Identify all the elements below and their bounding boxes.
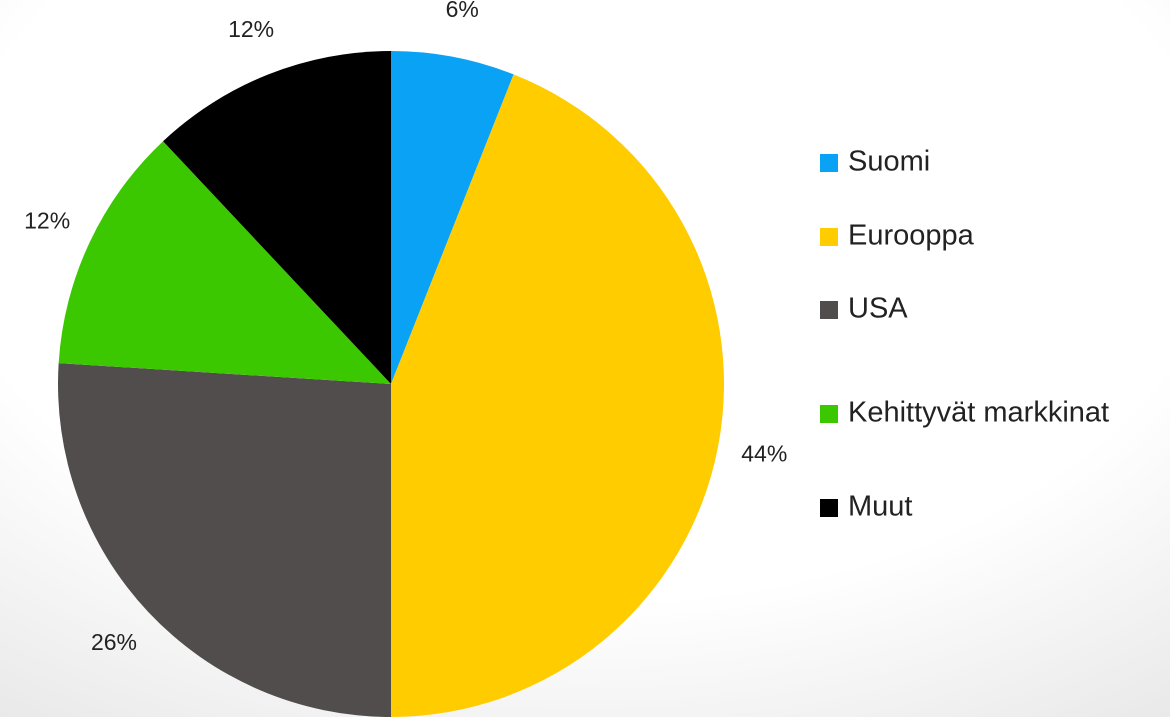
- legend-swatch: [820, 499, 838, 517]
- legend-label: Muut: [848, 491, 912, 523]
- data-label: 12%: [24, 207, 70, 233]
- data-label: 6%: [446, 0, 479, 22]
- legend-label: Suomi: [848, 146, 930, 178]
- data-label: 26%: [91, 629, 137, 655]
- pie-slice: [391, 74, 724, 717]
- legend-label: Eurooppa: [848, 220, 975, 252]
- pie-slice: [163, 51, 391, 384]
- pie-slice: [391, 51, 514, 384]
- legend-label: Kehittyvät markkinat: [848, 397, 1109, 429]
- legend-label: USA: [848, 293, 908, 325]
- legend-swatch: [820, 301, 838, 319]
- legend-swatch: [820, 405, 838, 423]
- data-label: 44%: [741, 440, 787, 466]
- pie-slice: [58, 141, 391, 384]
- legend-swatch: [820, 228, 838, 246]
- legend-swatch: [820, 154, 838, 172]
- pie-slice: [58, 363, 391, 717]
- data-label: 12%: [228, 16, 274, 42]
